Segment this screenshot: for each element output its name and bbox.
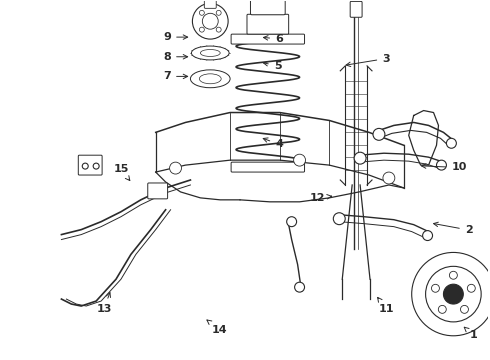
Circle shape [93, 163, 99, 169]
Circle shape [461, 305, 468, 313]
Text: 12: 12 [310, 193, 332, 203]
Circle shape [333, 213, 345, 225]
Circle shape [82, 163, 88, 169]
Circle shape [170, 162, 181, 174]
Text: 2: 2 [434, 222, 472, 235]
Text: 6: 6 [264, 34, 283, 44]
Circle shape [199, 27, 204, 32]
Circle shape [193, 3, 228, 39]
Ellipse shape [191, 70, 230, 88]
Text: 5: 5 [264, 61, 281, 71]
Circle shape [426, 266, 481, 322]
FancyBboxPatch shape [247, 14, 289, 34]
Circle shape [216, 27, 221, 32]
Circle shape [287, 217, 296, 227]
FancyBboxPatch shape [204, 0, 216, 8]
Text: 1: 1 [464, 327, 477, 341]
Ellipse shape [199, 74, 221, 84]
FancyBboxPatch shape [350, 1, 362, 17]
Text: 7: 7 [163, 71, 188, 81]
Text: 11: 11 [378, 297, 394, 314]
Circle shape [437, 160, 446, 170]
FancyBboxPatch shape [231, 34, 305, 44]
Text: 4: 4 [263, 138, 283, 149]
Circle shape [449, 271, 457, 279]
Text: 10: 10 [421, 162, 466, 172]
FancyBboxPatch shape [250, 0, 285, 15]
Circle shape [354, 152, 366, 164]
FancyBboxPatch shape [231, 162, 305, 172]
Circle shape [443, 284, 464, 304]
Text: 9: 9 [163, 32, 188, 42]
Ellipse shape [200, 50, 220, 57]
Circle shape [383, 172, 395, 184]
Circle shape [439, 305, 446, 313]
Circle shape [216, 10, 221, 15]
Circle shape [373, 129, 385, 140]
Circle shape [412, 252, 490, 336]
Circle shape [294, 282, 305, 292]
Circle shape [199, 10, 204, 15]
Text: 13: 13 [97, 293, 112, 314]
Circle shape [422, 231, 433, 240]
Text: 15: 15 [113, 164, 130, 180]
Circle shape [432, 284, 440, 292]
Text: 14: 14 [207, 320, 227, 335]
Text: 3: 3 [346, 54, 390, 67]
Circle shape [294, 154, 306, 166]
Ellipse shape [192, 46, 229, 60]
FancyBboxPatch shape [78, 155, 102, 175]
Circle shape [467, 284, 475, 292]
Polygon shape [409, 111, 439, 165]
FancyBboxPatch shape [148, 183, 168, 199]
Text: 8: 8 [163, 52, 188, 62]
Circle shape [202, 13, 218, 29]
Circle shape [446, 138, 456, 148]
